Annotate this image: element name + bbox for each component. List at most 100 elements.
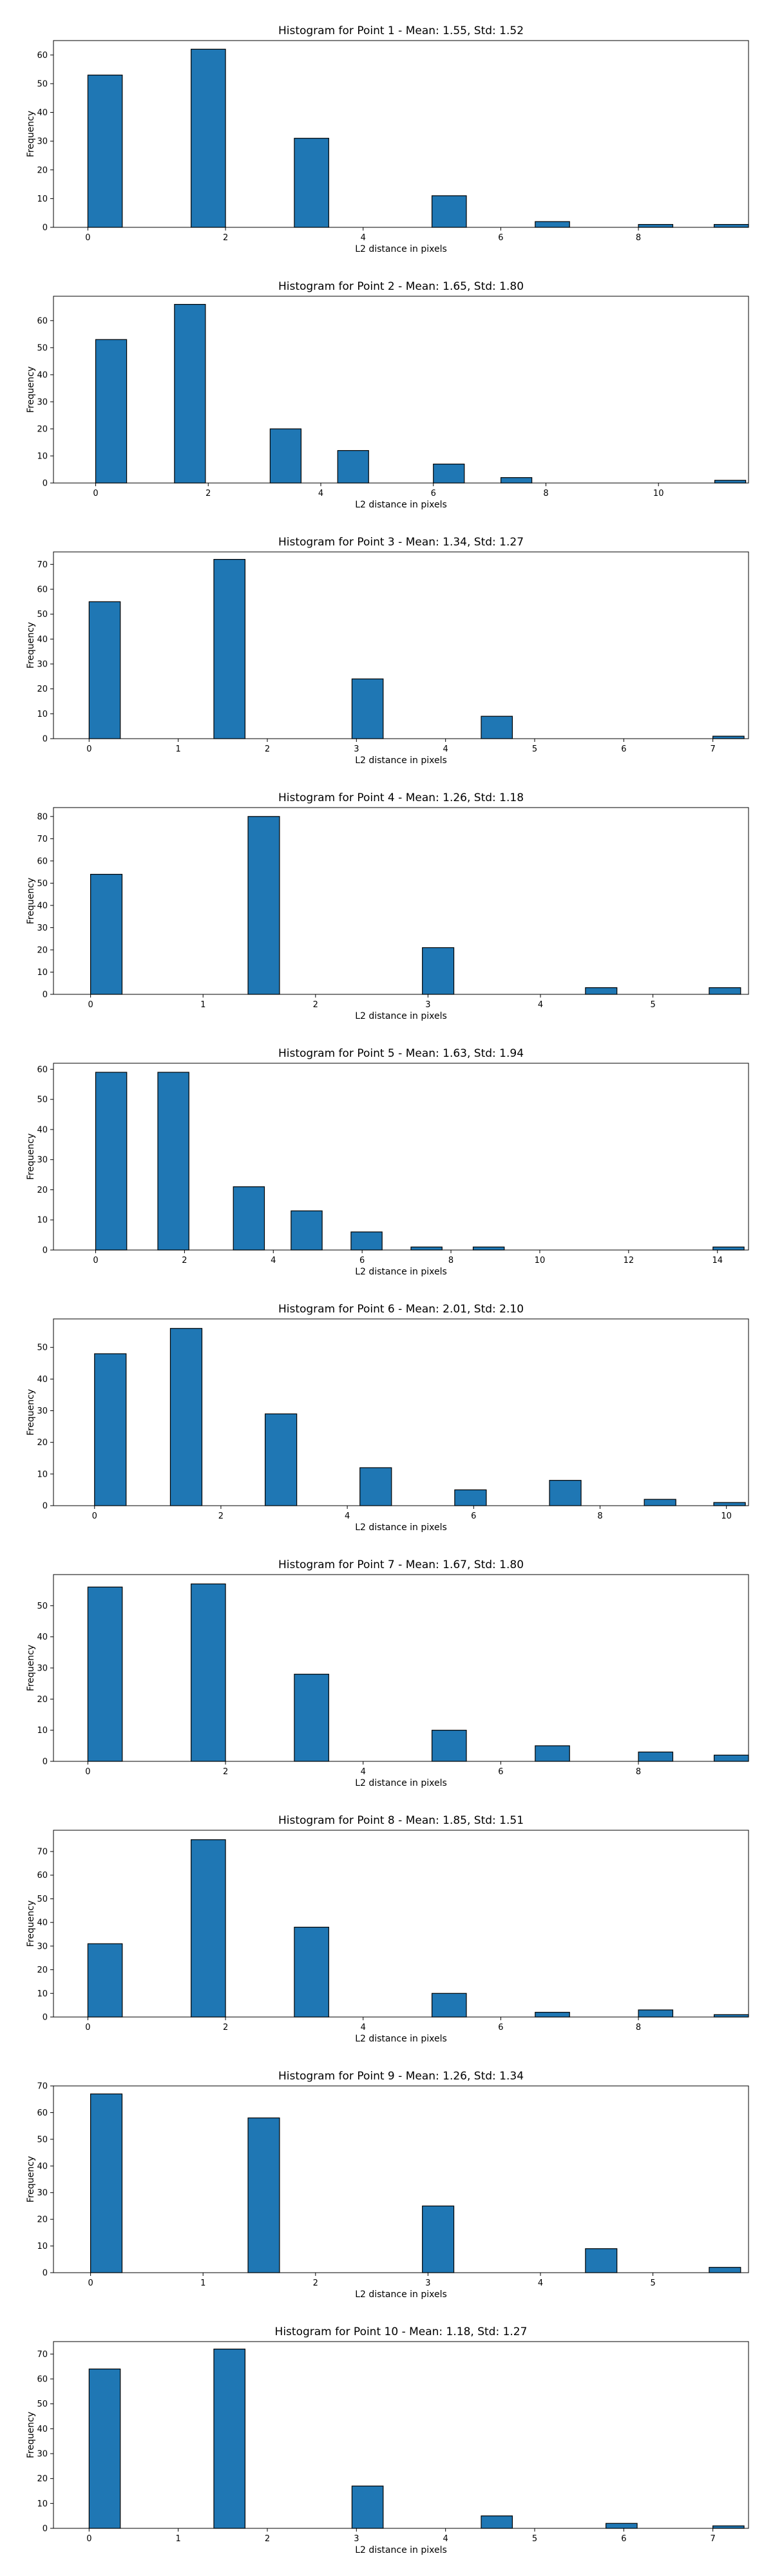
y-axis-label: Frequency <box>26 111 36 157</box>
histogram-bar <box>269 428 302 484</box>
x-axis-label: L2 distance in pixels <box>355 755 447 766</box>
histogram-bar <box>606 2523 638 2529</box>
x-tick-label: 2 <box>223 1767 228 1777</box>
x-tick-label: 6 <box>498 233 503 243</box>
histogram-bar <box>169 1328 203 1506</box>
y-axis-label: Frequency <box>26 2412 36 2458</box>
chart-title: Histogram for Point 1 - Mean: 1.55, Std:… <box>278 24 524 37</box>
histogram-bar <box>422 2205 455 2273</box>
y-tick-label: 60 <box>37 585 48 595</box>
x-tick-label: 1 <box>176 744 181 754</box>
x-tick-label: 8 <box>597 1511 602 1521</box>
x-tick-label: 2 <box>223 2023 228 2032</box>
y-tick-label: 50 <box>37 1895 48 1904</box>
histogram-bar <box>431 195 467 228</box>
x-tick-label: 8 <box>636 1767 641 1777</box>
x-tick-label: 6 <box>431 489 436 498</box>
y-tick-label: 20 <box>37 1965 48 1975</box>
histogram-bar <box>712 735 745 739</box>
y-tick-label: 30 <box>37 397 48 407</box>
y-tick-label: 40 <box>37 2162 48 2172</box>
histogram-bar <box>191 48 226 228</box>
x-tick-label: 8 <box>636 2023 641 2032</box>
histogram-bar <box>90 873 123 995</box>
histogram-bar <box>350 1231 383 1251</box>
histogram-bar <box>191 1583 226 1762</box>
plot-frame <box>53 2085 749 2273</box>
histogram-bar <box>247 2117 280 2273</box>
x-tick-label: 4 <box>361 2023 366 2032</box>
plot-frame <box>53 2341 749 2529</box>
histogram-bar <box>157 1072 189 1251</box>
histogram-bar <box>191 1839 226 2018</box>
histogram-bar <box>585 2248 618 2273</box>
y-tick-label: 30 <box>37 660 48 670</box>
plot-frame <box>53 1318 749 1506</box>
y-tick-label: 10 <box>37 1989 48 1999</box>
histogram-bar <box>585 987 618 995</box>
histogram-bar <box>294 1926 329 2018</box>
x-tick-label: 4 <box>361 233 366 243</box>
y-tick-label: 20 <box>37 166 48 175</box>
y-tick-label: 0 <box>43 1757 48 1767</box>
histogram-bar <box>549 1480 582 1506</box>
x-tick-label: 8 <box>448 1256 453 1265</box>
chart-5: Histogram for Point 5 - Mean: 1.63, Std:… <box>26 1047 749 1277</box>
histogram-bar <box>638 223 674 228</box>
y-tick-label: 20 <box>37 2474 48 2484</box>
histogram-bar <box>422 947 455 995</box>
y-tick-label: 50 <box>37 1095 48 1105</box>
histogram-bar <box>712 1246 745 1251</box>
x-tick-label: 5 <box>650 2278 655 2288</box>
chart-6: Histogram for Point 6 - Mean: 2.01, Std:… <box>26 1303 749 1533</box>
x-axis-label: L2 distance in pixels <box>355 1778 447 1788</box>
chart-8: Histogram for Point 8 - Mean: 1.85, Std:… <box>26 1814 749 2044</box>
x-tick-label: 6 <box>471 1511 476 1521</box>
plot-frame <box>53 40 749 228</box>
y-tick-label: 0 <box>43 735 48 744</box>
x-tick-label: 10 <box>653 489 664 498</box>
chart-title: Histogram for Point 6 - Mean: 2.01, Std:… <box>278 1303 524 1316</box>
x-axis-label: L2 distance in pixels <box>355 500 447 510</box>
y-axis-label: Frequency <box>26 1389 36 1435</box>
y-tick-label: 40 <box>37 1918 48 1928</box>
x-tick-label: 0 <box>92 1511 97 1521</box>
histogram-bar <box>294 138 329 228</box>
histogram-bar <box>644 1499 676 1506</box>
chart-9: Histogram for Point 9 - Mean: 1.26, Std:… <box>26 2070 749 2300</box>
x-tick-label: 5 <box>532 744 537 754</box>
y-tick-label: 60 <box>37 1871 48 1880</box>
x-tick-label: 4 <box>345 1511 350 1521</box>
x-tick-label: 4 <box>361 1767 366 1777</box>
x-tick-label: 8 <box>543 489 548 498</box>
x-tick-label: 3 <box>425 2278 430 2288</box>
x-tick-label: 2 <box>223 233 228 243</box>
y-tick-label: 60 <box>37 857 48 866</box>
chart-10: Histogram for Point 10 - Mean: 1.18, Std… <box>26 2325 749 2555</box>
histogram-bar <box>291 1210 323 1251</box>
y-tick-label: 50 <box>37 343 48 353</box>
y-tick-label: 20 <box>37 2215 48 2225</box>
x-tick-label: 2 <box>265 2534 270 2544</box>
y-tick-label: 30 <box>37 2188 48 2198</box>
histogram-bar <box>535 2012 570 2018</box>
x-tick-label: 0 <box>88 1000 93 1010</box>
x-tick-label: 1 <box>200 1000 205 1010</box>
histogram-bar <box>351 678 384 739</box>
histogram-bar <box>433 463 465 484</box>
chart-title: Histogram for Point 4 - Mean: 1.26, Std:… <box>278 791 524 804</box>
histogram-bar <box>94 1353 127 1506</box>
histogram-bar <box>638 2009 674 2018</box>
x-tick-label: 0 <box>93 1256 98 1265</box>
y-tick-label: 30 <box>37 1406 48 1416</box>
y-tick-label: 60 <box>37 316 48 326</box>
histogram-bar <box>713 2014 749 2018</box>
y-tick-label: 30 <box>37 923 48 933</box>
histogram-bar <box>535 221 570 228</box>
histogram-bar <box>265 1413 298 1506</box>
x-tick-label: 0 <box>93 489 98 498</box>
x-tick-label: 3 <box>354 744 359 754</box>
x-tick-label: 2 <box>205 489 211 498</box>
y-axis-label: Frequency <box>26 1133 36 1180</box>
